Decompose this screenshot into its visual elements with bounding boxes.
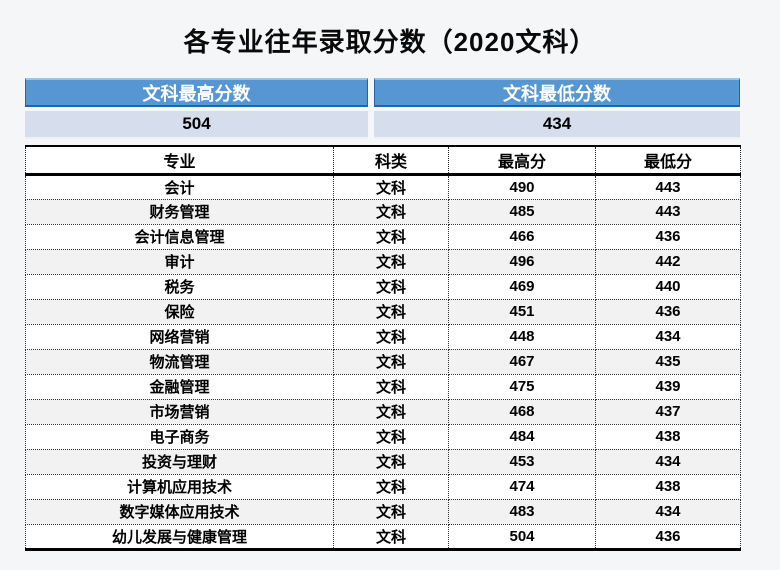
max-score-cell: 451 (448, 298, 596, 325)
category-cell: 文科 (333, 323, 449, 350)
max-score-cell: 448 (448, 323, 596, 350)
min-score-cell: 443 (595, 173, 741, 200)
category-cell: 文科 (333, 448, 449, 475)
category-cell: 文科 (333, 373, 449, 400)
max-score-cell: 496 (448, 248, 596, 275)
max-score-cell: 485 (448, 198, 596, 225)
min-score-cell: 434 (595, 323, 741, 350)
min-score-cell: 435 (595, 348, 741, 375)
major-cell: 计算机应用技术 (25, 473, 334, 500)
max-score-cell: 490 (448, 173, 596, 200)
table-row: 投资与理财 文科 453 434 (25, 448, 741, 475)
table-row: 计算机应用技术 文科 474 438 (25, 473, 741, 500)
major-cell: 物流管理 (25, 348, 334, 375)
column-header-min-score: 最低分 (595, 145, 741, 176)
summary-min-header: 文科最低分数 (374, 78, 740, 107)
summary-band: 文科最高分数 文科最低分数 504 434 (25, 78, 740, 139)
major-cell: 审计 (25, 248, 334, 275)
major-cell: 会计信息管理 (25, 223, 334, 250)
score-table-header: 专业 科类 最高分 最低分 (25, 145, 741, 176)
category-cell: 文科 (333, 423, 449, 450)
max-score-cell: 467 (448, 348, 596, 375)
table-row: 保险 文科 451 436 (25, 298, 741, 325)
min-score-cell: 438 (595, 423, 741, 450)
max-score-cell: 468 (448, 398, 596, 425)
summary-max-header: 文科最高分数 (25, 78, 368, 107)
column-header-major: 专业 (25, 145, 334, 176)
table-row: 财务管理 文科 485 443 (25, 198, 741, 225)
category-cell: 文科 (333, 473, 449, 500)
page-title: 各专业往年录取分数（2020文科） (183, 27, 597, 57)
major-cell: 市场营销 (25, 398, 334, 425)
table-row: 幼儿发展与健康管理 文科 504 436 (25, 523, 741, 551)
major-cell: 会计 (25, 173, 334, 200)
min-score-cell: 437 (595, 398, 741, 425)
table-row: 审计 文科 496 442 (25, 248, 741, 275)
max-score-cell: 475 (448, 373, 596, 400)
category-cell: 文科 (333, 173, 449, 200)
major-cell: 金融管理 (25, 373, 334, 400)
major-cell: 保险 (25, 298, 334, 325)
min-score-cell: 443 (595, 198, 741, 225)
category-cell: 文科 (333, 498, 449, 525)
category-cell: 文科 (333, 223, 449, 250)
min-score-cell: 438 (595, 473, 741, 500)
category-cell: 文科 (333, 273, 449, 300)
major-cell: 数字媒体应用技术 (25, 498, 334, 525)
min-score-cell: 436 (595, 523, 741, 551)
min-score-cell: 442 (595, 248, 741, 275)
category-cell: 文科 (333, 523, 449, 551)
min-score-cell: 436 (595, 298, 741, 325)
major-cell: 电子商务 (25, 423, 334, 450)
table-row: 网络营销 文科 448 434 (25, 323, 741, 350)
column-header-category: 科类 (333, 145, 449, 176)
summary-max-value: 504 (25, 111, 368, 139)
header-row: 专业 科类 最高分 最低分 (25, 145, 741, 176)
major-cell: 网络营销 (25, 323, 334, 350)
max-score-cell: 484 (448, 423, 596, 450)
table-row: 电子商务 文科 484 438 (25, 423, 741, 450)
table-row: 会计信息管理 文科 466 436 (25, 223, 741, 250)
min-score-cell: 434 (595, 448, 741, 475)
category-cell: 文科 (333, 198, 449, 225)
table-row: 物流管理 文科 467 435 (25, 348, 741, 375)
major-cell: 投资与理财 (25, 448, 334, 475)
max-score-cell: 504 (448, 523, 596, 551)
table-row: 数字媒体应用技术 文科 483 434 (25, 498, 741, 525)
max-score-cell: 453 (448, 448, 596, 475)
max-score-cell: 469 (448, 273, 596, 300)
column-header-max-score: 最高分 (448, 145, 596, 176)
table-row: 税务 文科 469 440 (25, 273, 741, 300)
min-score-cell: 436 (595, 223, 741, 250)
major-cell: 税务 (25, 273, 334, 300)
score-table: 专业 科类 最高分 最低分 会计 文科 490 443 财务管理 文科 485 … (25, 145, 741, 551)
major-cell: 幼儿发展与健康管理 (25, 523, 334, 551)
min-score-cell: 434 (595, 498, 741, 525)
max-score-cell: 466 (448, 223, 596, 250)
table-row: 金融管理 文科 475 439 (25, 373, 741, 400)
category-cell: 文科 (333, 248, 449, 275)
max-score-cell: 474 (448, 473, 596, 500)
category-cell: 文科 (333, 348, 449, 375)
table-row: 会计 文科 490 443 (25, 173, 741, 200)
max-score-cell: 483 (448, 498, 596, 525)
min-score-cell: 440 (595, 273, 741, 300)
table-row: 市场营销 文科 468 437 (25, 398, 741, 425)
score-table-body: 会计 文科 490 443 财务管理 文科 485 443 会计信息管理 文科 … (25, 173, 741, 551)
category-cell: 文科 (333, 398, 449, 425)
min-score-cell: 439 (595, 373, 741, 400)
major-cell: 财务管理 (25, 198, 334, 225)
summary-min-value: 434 (374, 111, 740, 139)
category-cell: 文科 (333, 298, 449, 325)
